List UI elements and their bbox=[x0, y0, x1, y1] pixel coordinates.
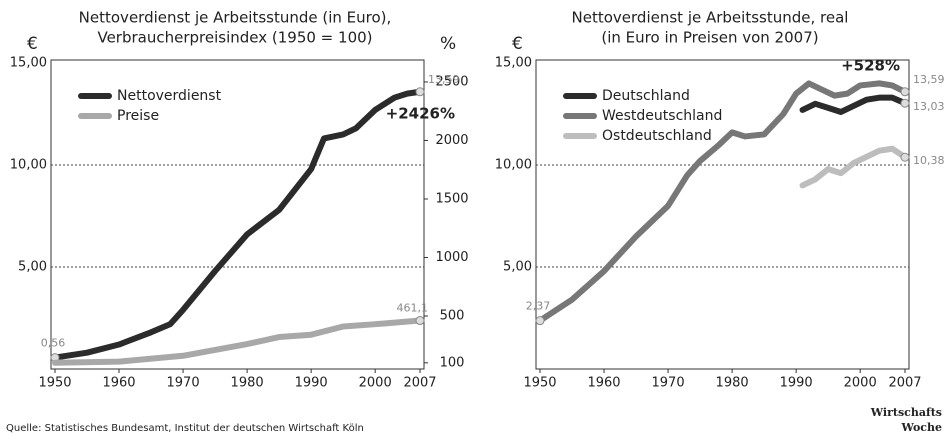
legend-label: Nettoverdienst bbox=[117, 88, 222, 104]
point-marker bbox=[415, 87, 425, 97]
value-label: 2,37 bbox=[526, 300, 551, 313]
y2-tick-label: 500 bbox=[440, 308, 465, 323]
x-tick-label: 2007 bbox=[888, 376, 921, 391]
logo: Woche bbox=[901, 421, 943, 434]
y2-tick-label: 100 bbox=[440, 355, 465, 370]
y-unit: € bbox=[512, 34, 523, 54]
x-tick-label: 1970 bbox=[167, 376, 200, 391]
x-tick-label: 1970 bbox=[652, 376, 685, 391]
chart-subtitle: (in Euro in Preisen von 2007) bbox=[601, 29, 818, 47]
x-tick-label: 2000 bbox=[359, 376, 392, 391]
legend-label: Preise bbox=[117, 108, 159, 124]
chart-subtitle: Verbraucherpreisindex (1950 = 100) bbox=[97, 29, 372, 47]
x-tick-label: 1960 bbox=[102, 376, 135, 391]
series-line bbox=[537, 80, 908, 324]
series-line bbox=[52, 88, 423, 361]
x-tick-label: 2007 bbox=[403, 376, 436, 391]
chart-title: Nettoverdienst je Arbeitsstunde, real bbox=[572, 9, 849, 27]
x-tick-label: 1990 bbox=[295, 376, 328, 391]
logo: Wirtschafts bbox=[870, 406, 942, 419]
point-marker bbox=[415, 316, 425, 326]
y2-tick-label: 1000 bbox=[435, 250, 468, 265]
series-line bbox=[799, 145, 908, 189]
y-tick-label: 5,00 bbox=[18, 260, 47, 275]
value-label: 13,03 bbox=[913, 100, 945, 113]
legend-label: Westdeutschland bbox=[602, 108, 722, 124]
value-label: 10,38 bbox=[913, 154, 945, 167]
y2-unit: % bbox=[440, 34, 456, 54]
point-marker bbox=[900, 87, 910, 97]
legend-label: Deutschland bbox=[602, 88, 690, 104]
value-label: 13,59 bbox=[913, 73, 945, 86]
point-marker bbox=[535, 316, 545, 326]
x-tick-label: 1980 bbox=[716, 376, 749, 391]
value-label: 0,56 bbox=[41, 337, 66, 350]
y2-tick-label: 2000 bbox=[435, 133, 468, 148]
plot-frame bbox=[535, 59, 910, 370]
value-label: 461,1 bbox=[397, 302, 429, 315]
plot-frame bbox=[50, 59, 425, 370]
value-label: 13,59 bbox=[428, 73, 460, 86]
source: Quelle: Statistisches Bundesamt, Institu… bbox=[6, 423, 364, 434]
x-tick-label: 1990 bbox=[780, 376, 813, 391]
chart-title: Nettoverdienst je Arbeitsstunde (in Euro… bbox=[79, 9, 392, 27]
y-tick-label: 10,00 bbox=[10, 158, 47, 173]
y-tick-label: 5,00 bbox=[503, 260, 532, 275]
series-line bbox=[52, 317, 423, 366]
y-tick-label: 15,00 bbox=[10, 56, 47, 71]
x-tick-label: 1960 bbox=[587, 376, 620, 391]
y2-tick-label: 1500 bbox=[435, 191, 468, 206]
point-marker bbox=[900, 98, 910, 108]
annotation: +528% bbox=[841, 57, 900, 75]
series-line bbox=[799, 94, 908, 115]
y2-tick-label: 2500 bbox=[435, 74, 468, 89]
x-tick-label: 1980 bbox=[231, 376, 264, 391]
legend-label: Ostdeutschland bbox=[602, 128, 712, 144]
x-tick-label: 2000 bbox=[844, 376, 877, 391]
y-tick-label: 15,00 bbox=[495, 56, 532, 71]
y-tick-label: 10,00 bbox=[495, 158, 532, 173]
point-marker bbox=[900, 152, 910, 162]
x-tick-label: 1950 bbox=[523, 376, 556, 391]
x-tick-label: 1950 bbox=[38, 376, 71, 391]
logo-box bbox=[880, 404, 942, 436]
annotation: +2426% bbox=[386, 105, 455, 123]
y-unit: € bbox=[27, 34, 38, 54]
